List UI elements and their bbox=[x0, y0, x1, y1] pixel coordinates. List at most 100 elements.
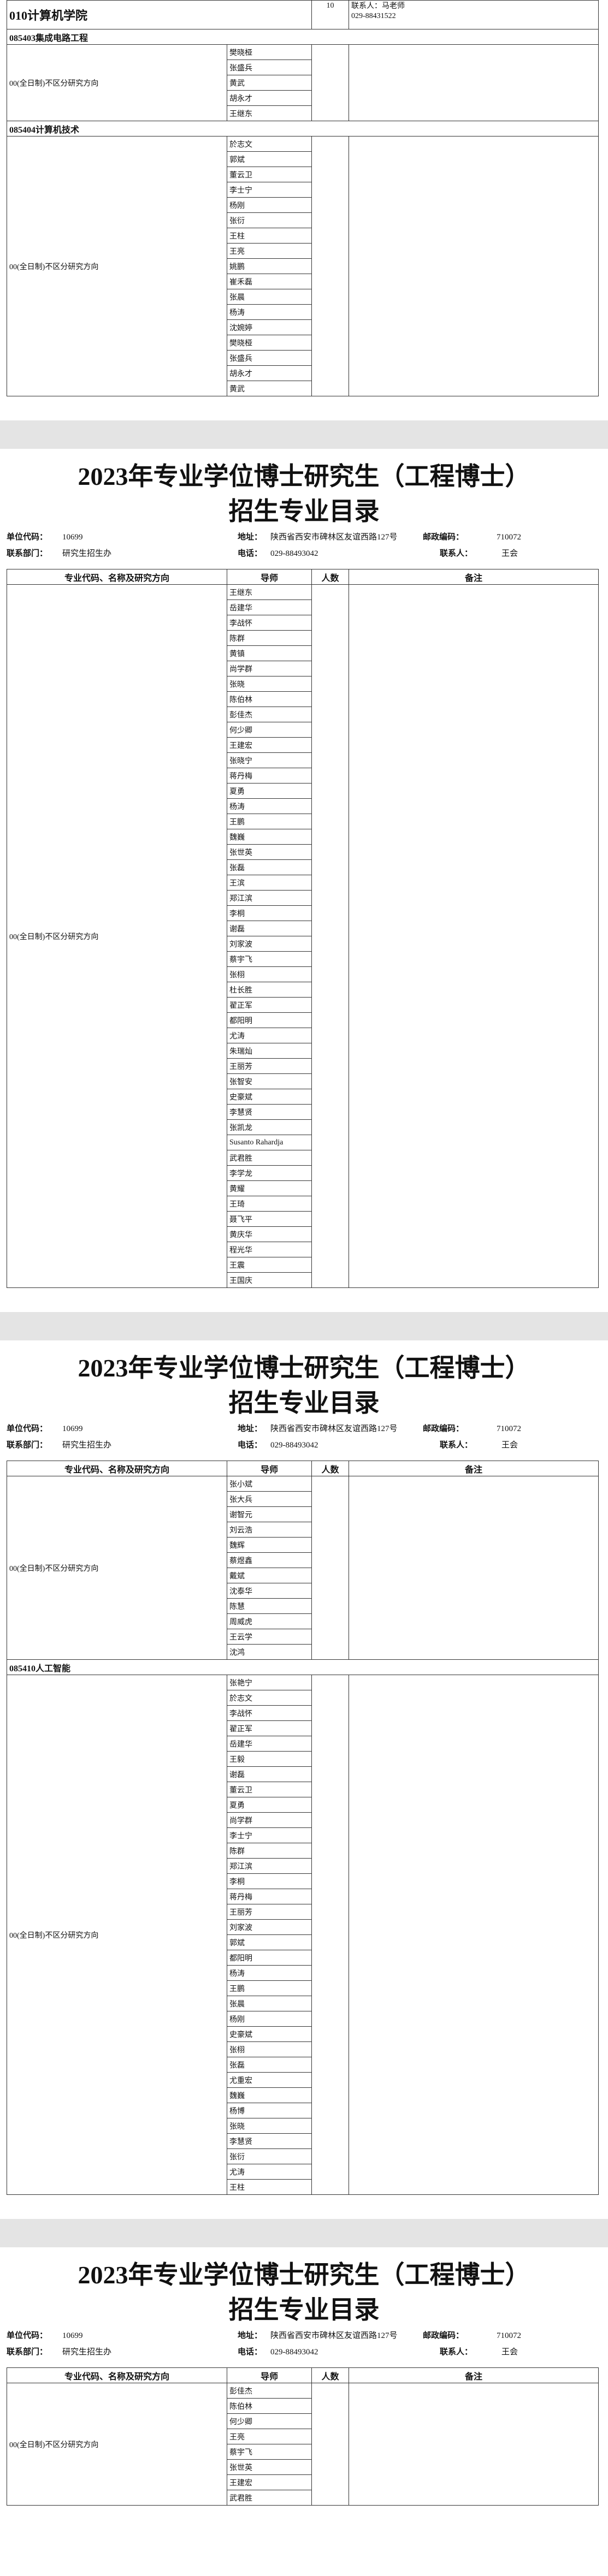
advisor: 张晓宁 bbox=[227, 752, 312, 768]
info-value: 王会 bbox=[501, 2348, 518, 2357]
title: 2023年专业学位博士研究生（工程博士） bbox=[78, 1354, 530, 1382]
advisor: 陈伯林 bbox=[227, 691, 312, 707]
advisor: 李学龙 bbox=[227, 1165, 312, 1181]
advisor-row: 黄武 bbox=[7, 381, 599, 396]
remark-cell bbox=[349, 1675, 599, 2195]
advisor: 蒋丹梅 bbox=[227, 768, 312, 784]
advisor: 戴斌 bbox=[227, 1568, 312, 1583]
advisor: 何少卿 bbox=[227, 722, 312, 738]
advisor-row: 李士宁 bbox=[7, 182, 599, 198]
subtitle: 招生专业目录 bbox=[228, 497, 380, 525]
advisor-row: 张栩 bbox=[7, 2041, 599, 2057]
advisor: 陈群 bbox=[227, 630, 312, 646]
catalog-table: 专业代码、名称及研究方向 导师 人数 备注 00(全日制)不区分研究方向 王继东 岳建华 李战… bbox=[7, 569, 599, 1288]
column-header: 备注 bbox=[349, 569, 599, 585]
advisor-row: 杨涛 bbox=[7, 304, 599, 320]
advisor-row: 张衍 bbox=[7, 212, 599, 228]
advisor: 王亮 bbox=[226, 243, 312, 259]
advisor: 陈慧 bbox=[227, 1598, 312, 1614]
advisor-row: 张栩 bbox=[7, 966, 599, 982]
info-label: 电话： bbox=[238, 1441, 263, 1450]
advisor: 张智安 bbox=[227, 1073, 312, 1089]
advisor: 张栩 bbox=[227, 966, 312, 982]
page-separator bbox=[0, 2219, 608, 2247]
advisor-row: 董云卫 bbox=[7, 167, 599, 182]
advisor: 魏巍 bbox=[227, 829, 312, 845]
direction: 00(全日制)不区分研究方向 bbox=[7, 584, 227, 1288]
college-name: 010计算机学院 bbox=[6, 0, 312, 29]
advisor-row: 杨刚 bbox=[7, 2011, 599, 2027]
advisor: 王建宏 bbox=[227, 737, 312, 753]
column-header: 人数 bbox=[311, 2367, 349, 2383]
advisor-row: 张衍 bbox=[7, 2148, 599, 2164]
advisor-row: 程光华 bbox=[7, 1242, 599, 1257]
advisor: 聂飞平 bbox=[227, 1211, 312, 1227]
advisor: 王柱 bbox=[226, 228, 312, 244]
info-label: 联系部门： bbox=[7, 1441, 48, 1450]
advisor: 李士宁 bbox=[226, 182, 312, 198]
table-body: 专业代码、名称及研究方向 导师 人数 备注 00(全日制)不区分研究方向 彭佳杰 陈伯林 何少… bbox=[7, 2367, 599, 2506]
advisor: 魏辉 bbox=[227, 1537, 312, 1553]
count-cell bbox=[311, 1675, 349, 2195]
college-row: 010计算机学院 10 联系人：马老师 029-88431522 bbox=[6, 0, 599, 29]
advisor-row: 00(全日制)不区分研究方向 於志文 bbox=[7, 136, 599, 396]
advisor: 史豪斌 bbox=[227, 2026, 312, 2042]
advisor: 郑江滨 bbox=[227, 1858, 312, 1874]
advisor: 周威虎 bbox=[227, 1613, 312, 1629]
advisor: 蔡宇飞 bbox=[227, 2444, 312, 2460]
header-row: 专业代码、名称及研究方向 导师 人数 备注 bbox=[7, 1461, 599, 1476]
advisor: 魏巍 bbox=[227, 2087, 312, 2103]
advisor-row: 黄镇 bbox=[7, 645, 599, 661]
advisor: 史豪斌 bbox=[227, 1089, 312, 1105]
advisor-row: 魏巍 bbox=[7, 2087, 599, 2103]
advisor-row: 翟正军 bbox=[7, 1720, 599, 1736]
advisor: 王云学 bbox=[227, 1629, 312, 1645]
advisor-row: Susanto Rahardja bbox=[7, 1135, 599, 1150]
advisor-row: 岳建华 bbox=[7, 600, 599, 615]
document: 010计算机学院 10 联系人：马老师 029-88431522 085403集成电路工… bbox=[0, 0, 608, 2506]
advisor: 张晨 bbox=[226, 289, 312, 305]
advisor: 程光华 bbox=[227, 1242, 312, 1257]
advisor: 黄耀 bbox=[227, 1180, 312, 1196]
info-value: 研究生招生办 bbox=[62, 1441, 112, 1450]
advisor: 张小斌 bbox=[227, 1476, 312, 1492]
advisor: 刘云浩 bbox=[227, 1522, 312, 1538]
advisor: 张衍 bbox=[226, 212, 312, 228]
direction: 00(全日制)不区分研究方向 bbox=[7, 1476, 227, 1660]
advisor: 都阳明 bbox=[227, 1950, 312, 1966]
advisor: 郑江滨 bbox=[227, 890, 312, 906]
column-header: 专业代码、名称及研究方向 bbox=[7, 2367, 227, 2383]
college-count: 10 bbox=[311, 0, 350, 29]
advisor-row: 李士宁 bbox=[7, 1827, 599, 1843]
advisor: 陈伯林 bbox=[227, 2398, 312, 2414]
advisor: 李桐 bbox=[227, 905, 312, 921]
advisor: 张世英 bbox=[227, 844, 312, 860]
advisor: 谢智元 bbox=[227, 1506, 312, 1522]
info-value: 10699 bbox=[62, 2331, 83, 2340]
advisor-row: 张凯龙 bbox=[7, 1119, 599, 1135]
info-value: 10699 bbox=[62, 1424, 83, 1433]
advisor: 尚学群 bbox=[227, 661, 312, 676]
advisor: 杨刚 bbox=[226, 197, 312, 213]
advisor: 蔡宇飞 bbox=[227, 951, 312, 967]
count-cell bbox=[311, 1476, 349, 1660]
advisor-row: 王建宏 bbox=[7, 737, 599, 753]
major-name: 085404计算机技术 bbox=[6, 121, 599, 136]
advisor: 於志文 bbox=[226, 136, 312, 152]
info-value: 研究生招生办 bbox=[62, 549, 112, 558]
advisor-row: 王柱 bbox=[7, 228, 599, 244]
advisor: 王国庆 bbox=[227, 1272, 312, 1288]
advisor: 王继东 bbox=[227, 584, 312, 600]
advisor: 樊晓桠 bbox=[226, 44, 312, 60]
advisor: 王建宏 bbox=[227, 2474, 312, 2490]
page-header: 2023年专业学位博士研究生（工程博士） 招生专业目录 单位代码： 10699 地址： 陕… bbox=[0, 1340, 608, 1461]
column-header: 导师 bbox=[227, 569, 312, 585]
advisor-row: 魏辉 bbox=[7, 1537, 599, 1553]
advisor: Susanto Rahardja bbox=[227, 1135, 312, 1150]
direction: 00(全日制)不区分研究方向 bbox=[7, 44, 227, 121]
advisor: 谢磊 bbox=[227, 1766, 312, 1782]
info-value: 029-88493042 bbox=[270, 549, 318, 558]
advisor-row: 沈泰华 bbox=[7, 1583, 599, 1599]
advisor-row: 王亮 bbox=[7, 243, 599, 259]
